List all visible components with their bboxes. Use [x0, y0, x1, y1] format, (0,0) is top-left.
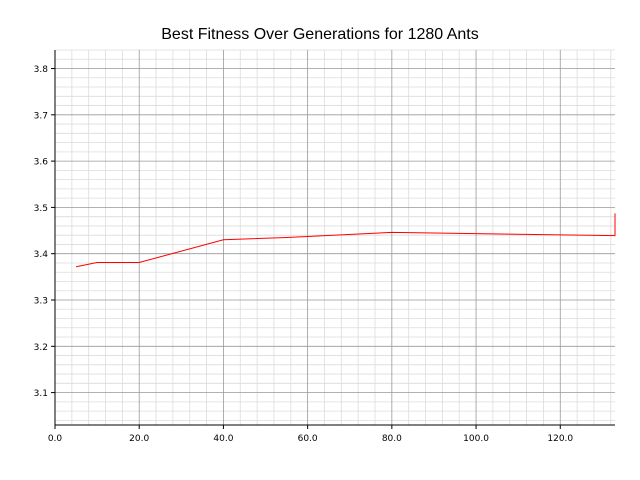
- y-tick-label: 3.2: [34, 343, 48, 353]
- y-tick-label: 3.4: [34, 250, 49, 260]
- x-tick-label: 40.0: [213, 434, 233, 444]
- major-grid: [54, 50, 615, 425]
- tick-labels: 0.0 20.0 40.0 60.0 80.0 100.0 120.0 3.1 3.2 3.3 3.…: [34, 65, 574, 444]
- y-tick-label: 3.7: [34, 111, 48, 121]
- x-tick-label: 80.0: [382, 434, 402, 444]
- x-tick-label: 120.0: [547, 434, 573, 444]
- x-tick-label: 100.0: [463, 434, 489, 444]
- series-line: [76, 213, 616, 268]
- x-tick-label: 0.0: [48, 434, 63, 444]
- minor-grid: [55, 49, 615, 425]
- y-tick-label: 3.8: [34, 65, 49, 75]
- x-tick-label: 60.0: [298, 434, 318, 444]
- chart-title: Best Fitness Over Generations for 1280 A…: [161, 26, 479, 43]
- y-tick-label: 3.6: [34, 158, 49, 168]
- y-tick-label: 3.3: [34, 297, 48, 307]
- y-tick-label: 3.5: [34, 204, 48, 214]
- y-tick-label: 3.1: [34, 389, 48, 399]
- axes: [51, 50, 615, 429]
- x-tick-label: 20.0: [129, 434, 149, 444]
- series-layer: [76, 213, 616, 268]
